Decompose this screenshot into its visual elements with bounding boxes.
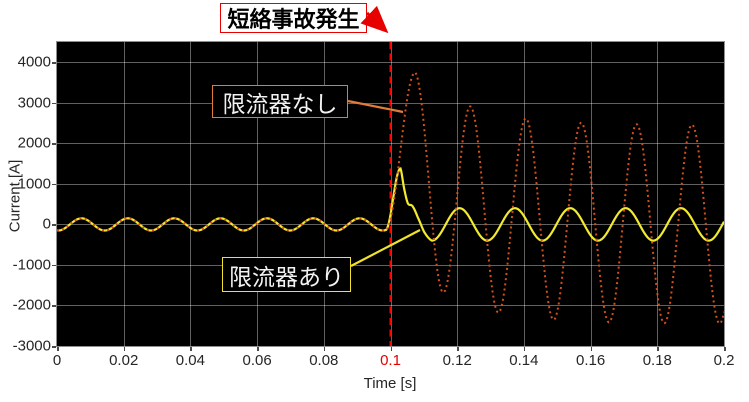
x-tick-mark [57,347,59,351]
fault-arrow-icon [360,5,389,34]
x-tick-label: 0.04 [175,352,205,369]
x-tick-mark [123,347,126,351]
y-tick-label: 3000 [17,94,51,112]
x-tick-mark [190,347,192,351]
x-tick-label: 0.02 [109,352,139,369]
x-axis-label: Time [s] [363,375,417,392]
x-tick-label: 0 [52,352,62,369]
x-tick-label: 0.14 [509,352,539,369]
x-tick-mark [590,347,593,351]
plot-area [56,41,725,347]
x-tick-label: 0.16 [575,352,606,369]
y-tick-label: 1000 [17,175,51,193]
x-tick-label: 0.1 [380,352,401,369]
label-with-limiter: 限流器あり [222,257,351,292]
label-no-limiter: 限流器なし [212,85,348,118]
y-tick-mark [52,62,56,64]
fault-annotation-box: 短絡事故発生 [220,3,367,33]
no-limiter-leader-line [347,99,404,114]
y-axis-label: Current [A] [6,159,24,233]
y-tick-mark [52,224,56,226]
x-tick-label: 0.12 [442,352,472,369]
x-tick-label: 0.08 [309,352,339,369]
with-limiter-leader-line [350,229,421,267]
x-tick-label: 0.2 [713,352,735,369]
y-tick-label: -3000 [12,337,51,355]
x-tick-mark [390,347,392,351]
chart-canvas [57,42,724,346]
y-tick-label: 4000 [17,53,51,71]
x-tick-mark [657,347,659,351]
x-tick-label: 0.18 [642,352,672,369]
y-tick-mark [52,183,56,186]
y-tick-label: 0 [42,215,51,233]
x-tick-mark [323,347,326,351]
x-tick-mark [457,347,459,351]
y-tick-label: -2000 [12,296,51,314]
x-tick-mark [257,347,259,351]
y-tick-label: -1000 [12,256,51,274]
x-tick-mark [724,347,726,351]
y-tick-mark [52,102,56,105]
y-tick-mark [52,305,56,307]
y-tick-label: 2000 [17,134,51,152]
x-tick-label: 0.06 [242,352,272,369]
y-tick-mark [52,264,56,267]
y-tick-mark [52,143,56,145]
x-tick-mark [523,347,526,351]
y-tick-mark [52,346,56,348]
